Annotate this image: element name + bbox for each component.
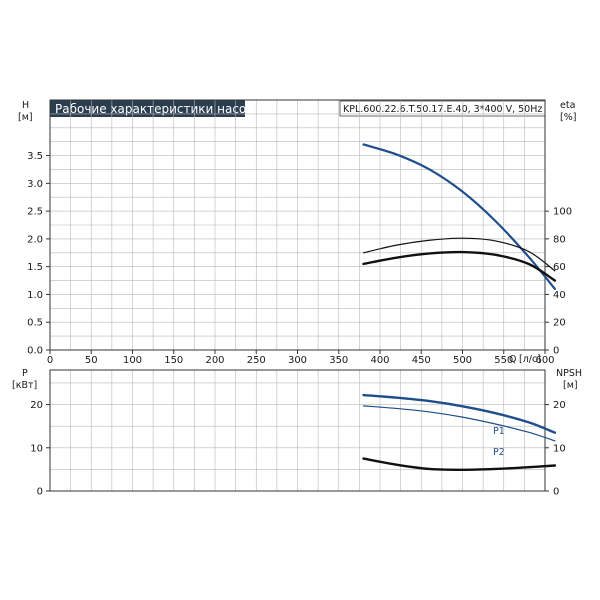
right-axis-tick-label: 60 bbox=[553, 262, 566, 273]
x-axis-tick-label: 500 bbox=[453, 355, 472, 366]
x-axis-tick-label: 400 bbox=[370, 355, 389, 366]
left-axis-tick-label: 0.0 bbox=[27, 346, 43, 357]
npsh-axis-unit: [м] bbox=[563, 380, 578, 391]
right-axis-tick-label: 40 bbox=[553, 290, 566, 301]
x-axis-tick-label: 450 bbox=[412, 355, 431, 366]
left-axis-tick-label: 10 bbox=[30, 443, 43, 454]
series-label-p1: P1 bbox=[493, 426, 505, 437]
npsh-axis-label: NPSH bbox=[556, 368, 582, 379]
x-axis-tick-label: 100 bbox=[123, 355, 142, 366]
plot-frame bbox=[49, 369, 546, 492]
x-axis-tick-label: 150 bbox=[164, 355, 183, 366]
x-axis-tick-label: 250 bbox=[247, 355, 266, 366]
left-axis-tick-label: 0 bbox=[37, 487, 43, 498]
p-axis-unit: [кВт] bbox=[12, 380, 37, 391]
right-axis-tick-label: 20 bbox=[553, 400, 566, 411]
eta-axis-unit: [%] bbox=[560, 112, 576, 123]
left-axis-tick-label: 20 bbox=[30, 400, 43, 411]
right-axis-tick-label: 20 bbox=[553, 318, 566, 329]
left-axis-tick-label: 0.5 bbox=[27, 318, 43, 329]
pump-model-label: KPL.600.22.6.T.50.17.E.40, 3*400 V, 50Hz bbox=[343, 104, 542, 115]
left-axis-tick-label: 2.5 bbox=[27, 207, 43, 218]
h-axis-unit: [м] bbox=[18, 112, 33, 123]
series-line-1-2 bbox=[362, 457, 557, 472]
x-axis-tick-label: 0 bbox=[47, 355, 53, 366]
right-axis-tick-label: 0 bbox=[553, 346, 559, 357]
x-axis-tick-label: 50 bbox=[85, 355, 98, 366]
q-axis-label: Q bbox=[509, 354, 516, 365]
eta-axis-label: eta bbox=[560, 100, 575, 111]
series-label-p2: P2 bbox=[493, 447, 505, 458]
chart-title: Рабочие характеристики насоса bbox=[55, 102, 260, 116]
x-axis-tick-label: 200 bbox=[205, 355, 224, 366]
left-axis-tick-label: 1.0 bbox=[27, 290, 43, 301]
series-line-0-2 bbox=[362, 250, 557, 282]
right-axis-tick-label: 0 bbox=[553, 487, 559, 498]
right-axis-tick-label: 80 bbox=[553, 234, 566, 245]
left-axis-tick-label: 1.5 bbox=[27, 262, 43, 273]
right-axis-tick-label: 10 bbox=[553, 443, 566, 454]
q-axis-unit: [л/с] bbox=[519, 354, 541, 365]
left-axis-tick-label: 3.5 bbox=[27, 151, 43, 162]
series-line-p2 bbox=[362, 405, 556, 442]
series-line-0-1 bbox=[362, 237, 556, 272]
h-axis-label: H bbox=[22, 100, 29, 111]
p-axis-label: P bbox=[22, 368, 28, 379]
x-axis-tick-label: 600 bbox=[535, 355, 554, 366]
x-axis-tick-label: 300 bbox=[288, 355, 307, 366]
title-box bbox=[50, 100, 245, 117]
left-axis-tick-label: 2.0 bbox=[27, 234, 43, 245]
series-line-p1 bbox=[362, 393, 557, 434]
series-line-0-0 bbox=[362, 143, 556, 290]
right-axis-tick-label: 100 bbox=[553, 207, 572, 218]
x-axis-tick-label: 350 bbox=[329, 355, 348, 366]
x-axis-tick-label: 550 bbox=[494, 355, 513, 366]
series-layer bbox=[362, 143, 557, 472]
left-axis-tick-label: 3.0 bbox=[27, 179, 43, 190]
